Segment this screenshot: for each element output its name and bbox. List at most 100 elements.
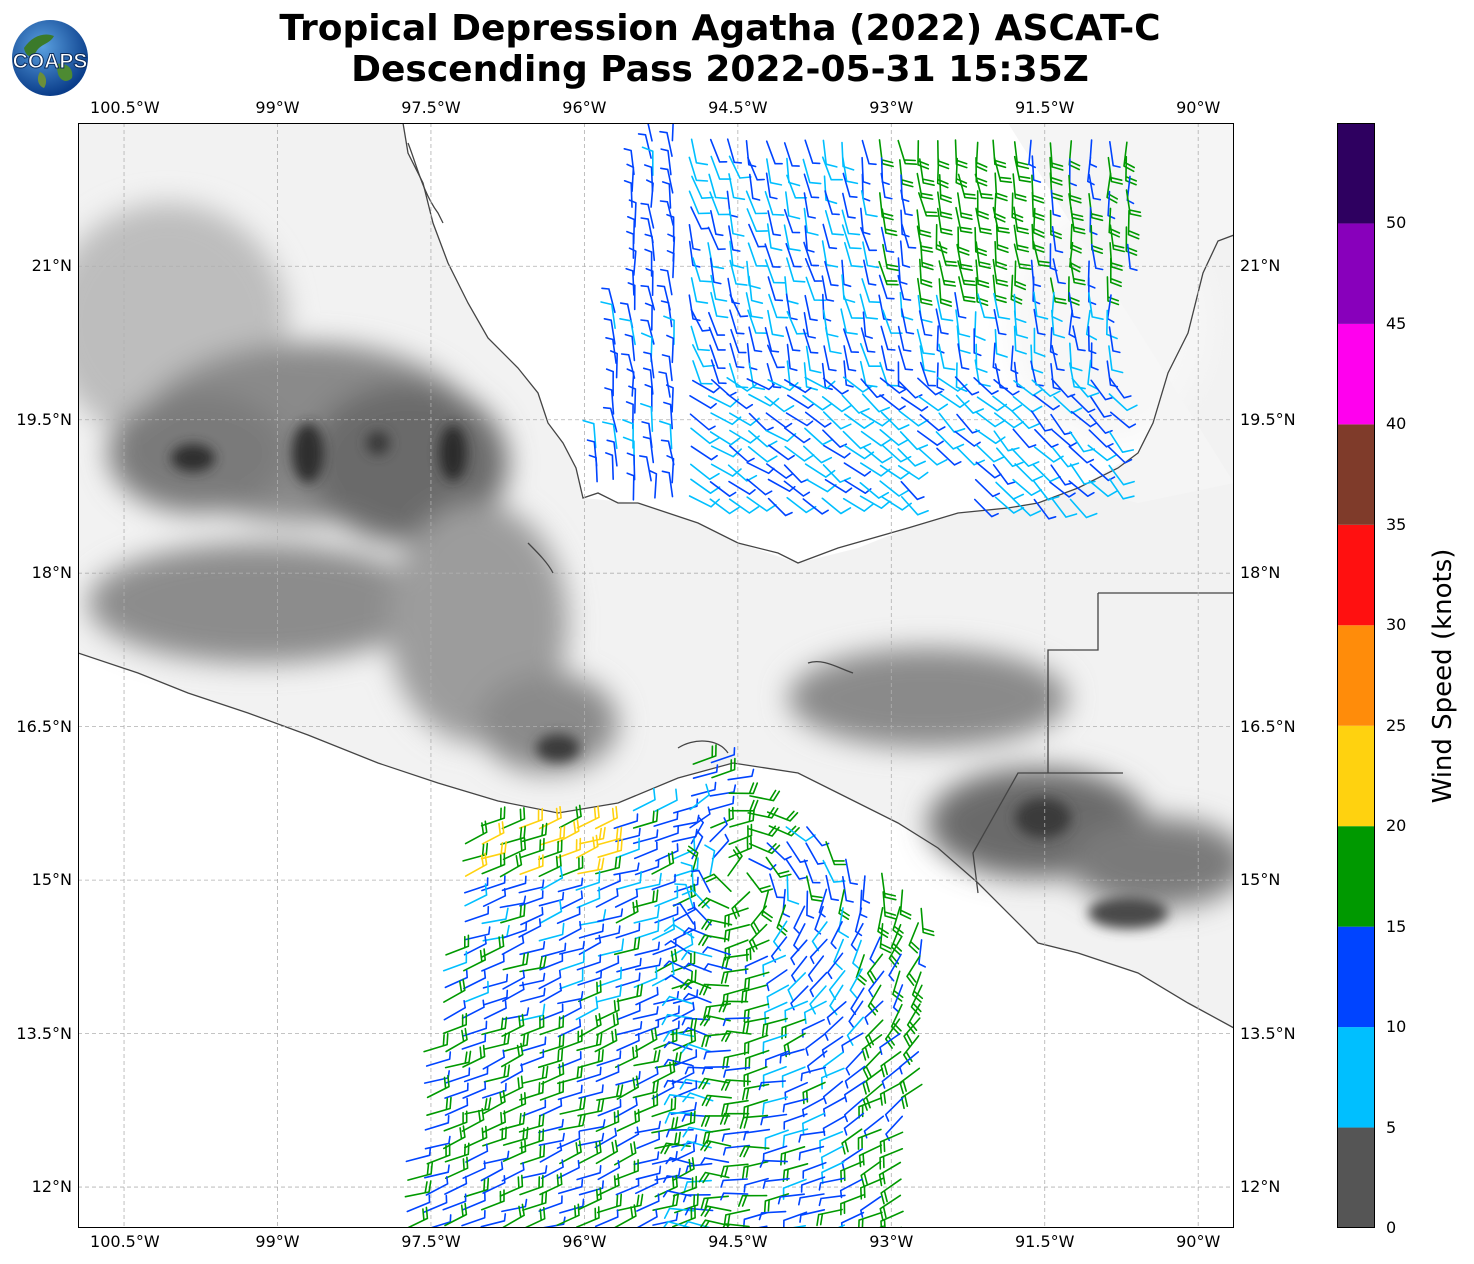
wind-barb bbox=[665, 384, 674, 413]
wind-barb bbox=[1012, 395, 1043, 413]
colorbar-bin bbox=[1337, 524, 1375, 626]
wind-barb bbox=[1109, 411, 1137, 429]
wind-barb bbox=[1068, 174, 1082, 204]
wind-barb bbox=[501, 1162, 525, 1182]
lat-tick-label-right: 15°N bbox=[1240, 870, 1281, 890]
wind-barb bbox=[560, 950, 585, 971]
wind-barb bbox=[519, 1128, 545, 1149]
wind-barb bbox=[579, 1119, 606, 1132]
wind-barb bbox=[709, 481, 737, 497]
wind-barb bbox=[463, 948, 486, 972]
wind-barb bbox=[502, 952, 529, 971]
wind-barb bbox=[824, 210, 844, 236]
wind-barb bbox=[644, 302, 653, 331]
wind-barb bbox=[784, 445, 815, 462]
wind-barb bbox=[749, 173, 761, 201]
wind-map[interactable] bbox=[78, 123, 1234, 1228]
wind-barb bbox=[626, 472, 635, 501]
wind-barb bbox=[596, 984, 622, 1003]
wind-barb bbox=[708, 311, 726, 336]
wind-barb bbox=[803, 241, 820, 267]
wind-barb bbox=[426, 1143, 451, 1165]
wind-barb bbox=[994, 328, 1008, 358]
wind-barb bbox=[843, 462, 872, 477]
wind-barb bbox=[1068, 309, 1077, 339]
wind-barb bbox=[1088, 292, 1104, 320]
wind-barb bbox=[688, 190, 711, 215]
wind-barb bbox=[782, 1128, 809, 1148]
wind-barb bbox=[689, 413, 716, 431]
wind-barb bbox=[973, 377, 999, 395]
wind-barb bbox=[445, 1067, 471, 1084]
wind-barb bbox=[804, 427, 834, 446]
wind-barb bbox=[625, 267, 635, 296]
wind-barb bbox=[729, 259, 748, 286]
wind-barb bbox=[688, 240, 701, 268]
wind-barb bbox=[711, 757, 736, 779]
wind-barb bbox=[674, 1193, 699, 1214]
wind-barb bbox=[783, 427, 811, 444]
wind-barb bbox=[672, 1001, 695, 1022]
wind-barb bbox=[804, 258, 823, 282]
wind-barb bbox=[616, 1021, 643, 1036]
wind-barb bbox=[825, 327, 842, 355]
wind-barb bbox=[862, 1051, 881, 1080]
wind-barb bbox=[744, 971, 770, 991]
wind-barb bbox=[823, 345, 837, 372]
wind-barb bbox=[721, 1130, 749, 1142]
wind-barb bbox=[857, 1128, 882, 1150]
wind-barb bbox=[613, 862, 640, 876]
wind-barb bbox=[597, 908, 624, 923]
wind-barb bbox=[803, 859, 821, 884]
colorbar-tick-label: 45 bbox=[1386, 313, 1407, 333]
wind-barb bbox=[785, 191, 801, 220]
wind-barb bbox=[699, 983, 730, 996]
wind-barb bbox=[520, 1015, 545, 1037]
wind-barb bbox=[802, 1081, 826, 1105]
wind-barb bbox=[935, 431, 965, 450]
wind-barb bbox=[576, 886, 601, 909]
wind-barb bbox=[500, 825, 526, 846]
wind-barb bbox=[804, 225, 815, 253]
wind-barb bbox=[1126, 243, 1138, 271]
wind-barb bbox=[992, 395, 1023, 412]
wind-barb bbox=[483, 1031, 511, 1050]
wind-barb bbox=[644, 233, 656, 262]
wind-barb bbox=[615, 972, 641, 988]
wind-barb bbox=[578, 980, 602, 1003]
wind-barb bbox=[804, 294, 818, 322]
wind-barb bbox=[614, 888, 639, 908]
wind-barb bbox=[974, 311, 986, 341]
wind-barb bbox=[558, 1113, 586, 1131]
wind-barb bbox=[765, 1050, 790, 1068]
wind-barb bbox=[615, 1097, 638, 1118]
lat-tick-label-left: 15°N bbox=[31, 870, 72, 890]
wind-barb bbox=[709, 817, 728, 843]
wind-barb bbox=[1050, 189, 1061, 218]
wind-barb bbox=[652, 1193, 679, 1211]
wind-barb bbox=[936, 362, 945, 391]
wind-barb bbox=[559, 890, 583, 910]
wind-barb bbox=[577, 857, 605, 875]
wind-barb bbox=[722, 1223, 750, 1228]
wind-barb bbox=[538, 922, 565, 942]
wind-barb bbox=[663, 1041, 693, 1051]
wind-barb bbox=[1032, 207, 1045, 238]
wind-barb bbox=[879, 377, 907, 394]
wind-barb bbox=[537, 1048, 564, 1069]
wind-barb bbox=[822, 139, 838, 168]
wind-barb bbox=[721, 1030, 752, 1043]
wind-barb bbox=[955, 394, 984, 414]
wind-barb bbox=[660, 167, 674, 194]
wind-barb bbox=[758, 1080, 787, 1091]
wind-barb bbox=[767, 210, 782, 237]
wind-barb bbox=[660, 148, 672, 176]
wind-barb bbox=[803, 173, 820, 199]
wind-barb bbox=[805, 842, 826, 865]
wind-barb bbox=[1069, 463, 1096, 485]
lat-tick-label-left: 16.5°N bbox=[16, 716, 72, 736]
wind-barb bbox=[501, 807, 526, 830]
wind-barb bbox=[673, 921, 696, 941]
wind-barb bbox=[802, 158, 822, 185]
wind-barb bbox=[1106, 309, 1118, 340]
